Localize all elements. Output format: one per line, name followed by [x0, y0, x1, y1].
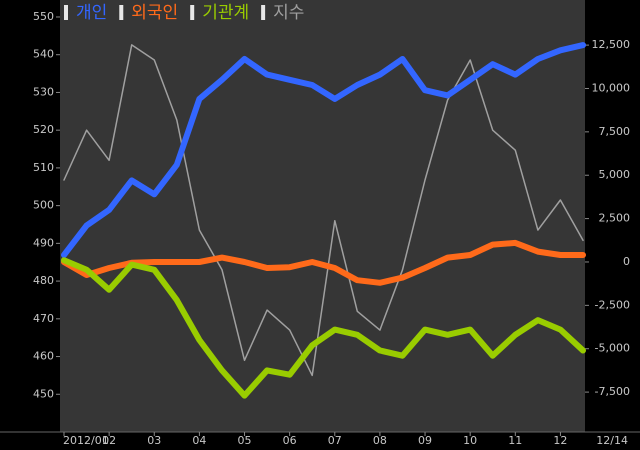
y-tick-label: 460 [33, 350, 54, 363]
y-tick-label: 480 [33, 274, 54, 287]
y2-tick-label: 5,000 [599, 168, 631, 181]
y-tick-label: 510 [33, 161, 54, 174]
x-tick-label: 07 [328, 434, 342, 447]
plot-area [60, 0, 585, 432]
legend-marker [64, 5, 68, 20]
legend-marker [119, 5, 124, 20]
x-tick-label: 04 [192, 434, 206, 447]
x-tick-label: 2012/01 [63, 434, 109, 447]
x-tick-label: 12 [553, 434, 567, 447]
series-line [63, 44, 584, 377]
y2-tick-label: 12,500 [592, 38, 631, 51]
y-tick-label: 500 [33, 199, 54, 212]
y2-tick-label: -5,000 [595, 342, 630, 355]
legend-label: 기관계 [202, 3, 249, 23]
x-tick-label: 05 [238, 434, 252, 447]
y-tick-label: 520 [33, 123, 54, 136]
series-line [61, 239, 586, 286]
y2-tick-label: -2,500 [595, 298, 630, 311]
y2-tick-label: 2,500 [599, 212, 631, 225]
x-tick-label: 10 [463, 434, 477, 447]
x-tick-label: 02 [102, 434, 116, 447]
x-tick-label: 11 [508, 434, 522, 447]
x-tick-label: 09 [418, 434, 432, 447]
y-tick-label: 530 [33, 85, 54, 98]
series-line [61, 42, 586, 258]
x-tick-label: 03 [147, 434, 161, 447]
legend-label: 지수 [273, 3, 304, 23]
y-tick-label: 490 [33, 236, 54, 249]
legend-marker [261, 5, 266, 20]
y2-tick-label: -7,500 [595, 385, 630, 398]
x-tick-label: 06 [283, 434, 297, 447]
end-date-label: 12/14 [596, 434, 628, 447]
legend-label: 개인 [76, 3, 107, 23]
legend-label: 외국인 [131, 3, 178, 23]
y-tick-label: 470 [33, 312, 54, 325]
y2-tick-label: 0 [623, 255, 630, 268]
x-tick-label: 08 [373, 434, 387, 447]
y-tick-label: 540 [33, 48, 54, 61]
y2-tick-label: 7,500 [599, 125, 631, 138]
series-line [61, 257, 586, 399]
y-tick-label: 450 [33, 387, 54, 400]
y2-tick-label: 10,000 [592, 81, 631, 94]
legend-marker [190, 5, 195, 20]
y-tick-label: 550 [33, 10, 54, 23]
